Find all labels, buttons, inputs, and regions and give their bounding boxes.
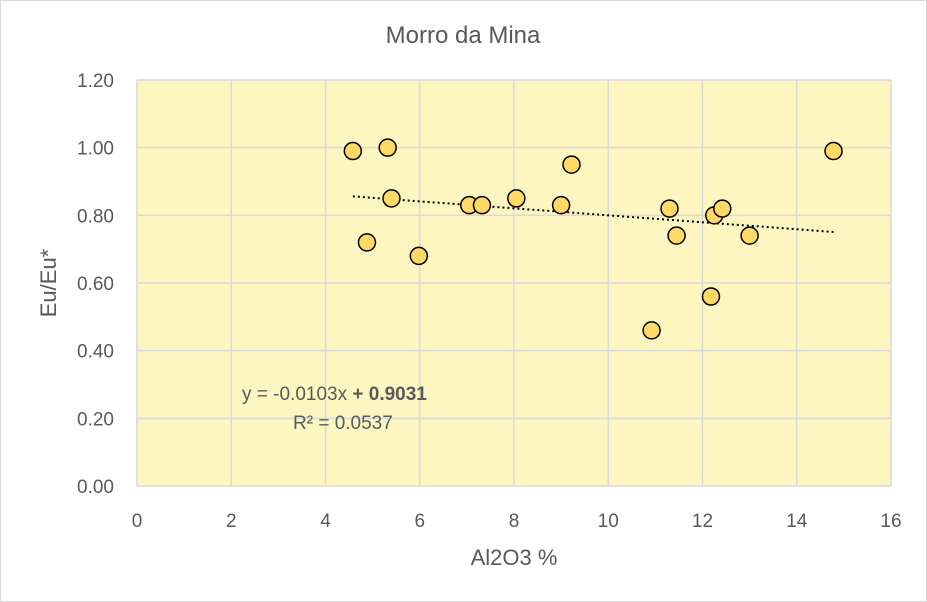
- data-point: [343, 141, 363, 161]
- x-tick-label: 0: [132, 511, 143, 532]
- x-tick-label: 12: [692, 511, 713, 532]
- x-tick-label: 6: [414, 511, 425, 532]
- trendline-equation: y = -0.0103x + 0.9031: [242, 384, 427, 405]
- y-tick-label: 0.20: [77, 409, 114, 430]
- x-tick-label: 4: [320, 511, 331, 532]
- y-tick-label: 0.40: [77, 342, 114, 363]
- equation-prefix: y = -0.0103x: [242, 384, 352, 405]
- gridlines: [136, 79, 892, 487]
- chart-title: Morro da Mina: [386, 22, 541, 49]
- data-point: [378, 138, 397, 157]
- data-point: [382, 189, 401, 208]
- y-axis-label: Eu/Eu*: [36, 248, 61, 317]
- x-tick-labels: 0 2 4 6 8 10 12 14 16: [132, 511, 902, 532]
- data-point: [507, 189, 526, 208]
- x-tick-label: 14: [786, 511, 808, 532]
- data-point: [701, 287, 721, 306]
- x-tick-label: 16: [880, 511, 901, 532]
- data-point: [562, 155, 581, 174]
- equation-intercept: + 0.9031: [352, 384, 427, 405]
- data-point: [551, 195, 571, 215]
- y-tick-labels: 0.00 0.20 0.40 0.60 0.80 1.00 1.20: [77, 71, 114, 498]
- x-axis-label: Al2O3 %: [471, 545, 558, 570]
- y-tick-label: 0.60: [77, 274, 114, 295]
- x-tick-label: 10: [598, 511, 619, 532]
- data-point: [660, 199, 679, 218]
- x-tick-label: 8: [509, 511, 520, 532]
- y-tick-label: 1.20: [77, 71, 114, 92]
- y-tick-label: 1.00: [77, 139, 114, 160]
- data-point: [824, 141, 843, 161]
- data-point: [409, 246, 429, 266]
- trendline: [352, 195, 834, 233]
- r-squared-label: R² = 0.0537: [293, 413, 393, 434]
- data-point: [740, 226, 759, 245]
- data-point: [357, 233, 377, 252]
- data-points: [343, 138, 843, 340]
- data-point: [713, 199, 732, 218]
- x-tick-label: 2: [226, 511, 237, 532]
- data-point: [642, 321, 661, 340]
- y-tick-label: 0.80: [77, 206, 114, 227]
- y-tick-label: 0.00: [77, 477, 114, 498]
- data-point: [472, 195, 492, 215]
- data-point: [667, 226, 686, 245]
